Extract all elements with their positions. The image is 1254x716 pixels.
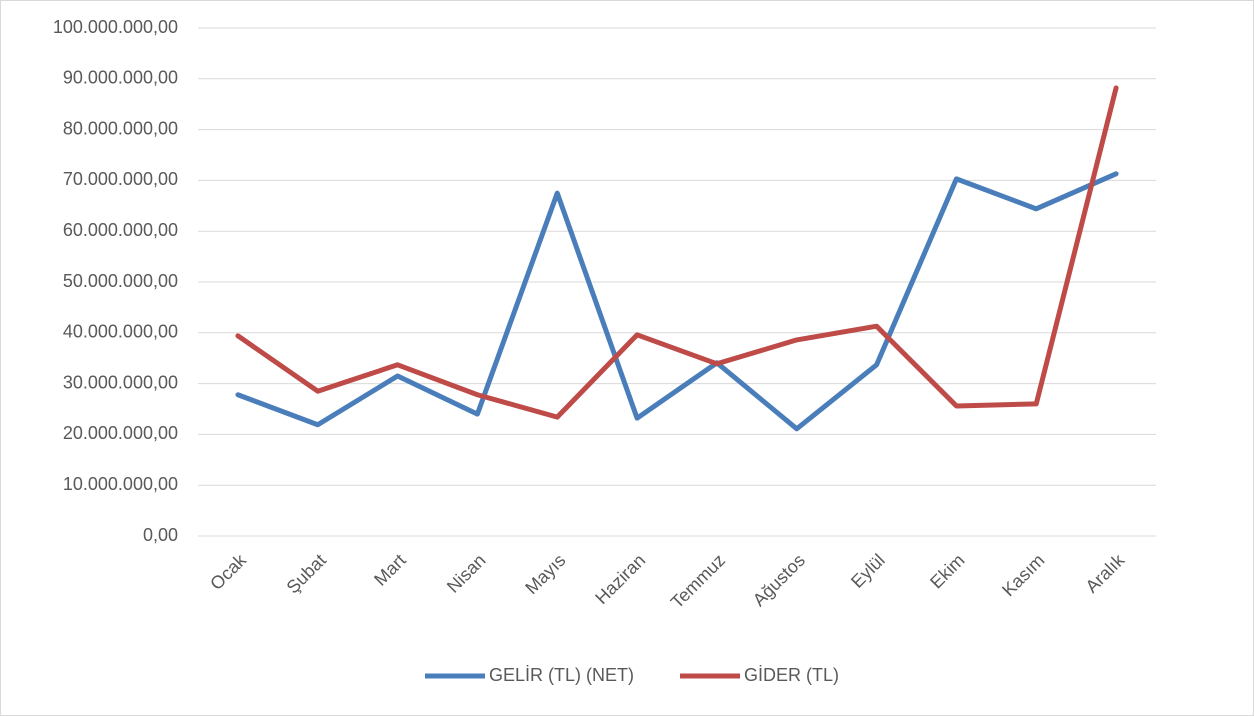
y-tick-label: 10.000.000,00 [63,474,178,494]
y-tick-label: 40.000.000,00 [63,322,178,342]
legend-label: GELİR (TL) (NET) [489,665,634,685]
series-line [235,171,1119,432]
y-tick-label: 70.000.000,00 [63,169,178,189]
legend-label: GİDER (TL) [744,665,839,685]
y-tick-label: 80.000.000,00 [63,118,178,138]
y-tick-label: 0,00 [143,525,178,545]
y-tick-label: 100.000.000,00 [53,17,178,37]
y-tick-label: 30.000.000,00 [63,372,178,392]
y-tick-label: 90.000.000,00 [63,68,178,88]
y-tick-label: 20.000.000,00 [63,423,178,443]
y-tick-label: 50.000.000,00 [63,271,178,291]
y-tick-label: 60.000.000,00 [63,220,178,240]
series-line [235,85,1119,420]
